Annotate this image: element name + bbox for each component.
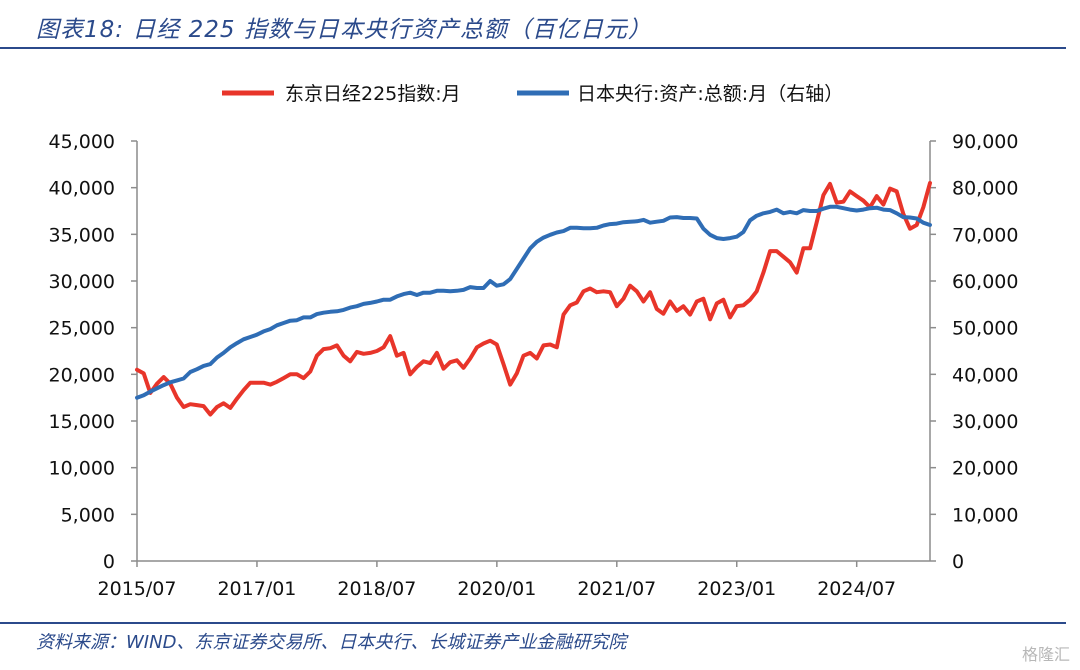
left-tick-label: 20,000 <box>49 364 115 386</box>
x-tick-label: 2017/01 <box>217 578 296 600</box>
right-tick-label: 50,000 <box>952 318 1018 340</box>
watermark-logo: 格隆汇 <box>1021 645 1070 664</box>
left-tick-label: 30,000 <box>49 271 115 293</box>
source-note: 资料来源：WIND、东京证券交易所、日本央行、长城证券产业金融研究院 <box>36 632 627 653</box>
title-rule <box>0 47 1066 49</box>
left-tick-label: 25,000 <box>49 318 115 340</box>
right-tick-label: 80,000 <box>952 178 1018 200</box>
left-tick-label: 10,000 <box>49 458 115 480</box>
x-tick-label: 2020/01 <box>457 578 536 600</box>
left-tick-label: 40,000 <box>49 178 115 200</box>
legend-label: 日本央行:资产:总额:月（右轴） <box>577 83 843 105</box>
chart-axes: 0 5,000 10,000 15,000 20,000 25,000 30,000 35,0… <box>49 131 1019 600</box>
right-tick-label: 30,000 <box>952 411 1018 433</box>
nikkei-series-line <box>135 181 932 417</box>
right-tick-label: 60,000 <box>952 271 1018 293</box>
left-tick-label: 5,000 <box>61 504 115 526</box>
left-tick-label: 0 <box>103 551 115 573</box>
x-tick-label: 2018/07 <box>337 578 416 600</box>
left-tick-label: 35,000 <box>49 224 115 246</box>
legend-label: 东京日经225指数:月 <box>285 83 461 105</box>
x-tick-label: 2023/01 <box>697 578 776 600</box>
x-tick-label: 2015/07 <box>98 578 177 600</box>
x-tick-label: 2024/07 <box>817 578 896 600</box>
x-tick-label: 2021/07 <box>577 578 656 600</box>
right-tick-label: 40,000 <box>952 364 1018 386</box>
chart-plot-area <box>135 181 932 417</box>
chart-legend: 东京日经225指数:月 日本央行:资产:总额:月（右轴） <box>222 83 843 105</box>
left-tick-label: 15,000 <box>49 411 115 433</box>
right-tick-label: 20,000 <box>952 458 1018 480</box>
boj-assets-series-line <box>135 204 932 400</box>
right-tick-label: 70,000 <box>952 224 1018 246</box>
left-tick-label: 45,000 <box>49 131 115 153</box>
right-tick-label: 90,000 <box>952 131 1018 153</box>
chart-title: 图表18: 日经 225 指数与日本央行资产总额（百亿日元） <box>36 17 652 43</box>
footer-rule <box>0 622 1066 624</box>
right-tick-label: 10,000 <box>952 504 1018 526</box>
right-tick-label: 0 <box>952 551 964 573</box>
